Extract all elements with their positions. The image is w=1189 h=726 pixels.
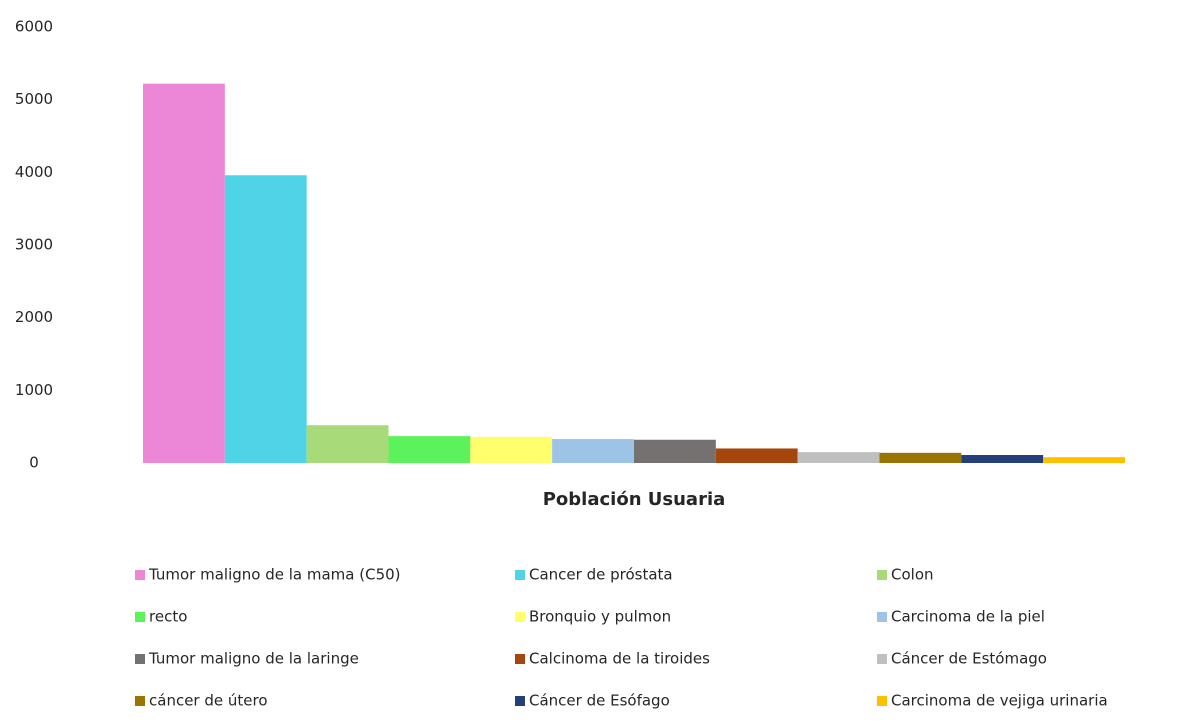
bar [797, 452, 880, 463]
bar [306, 425, 389, 463]
legend-label: Cáncer de Estómago [891, 650, 1047, 668]
x-category-label: Población Usuaria [543, 489, 726, 510]
legend-swatch [135, 570, 145, 580]
y-tick-label: 6000 [15, 18, 53, 36]
legend-label: cáncer de útero [149, 692, 268, 710]
legend-label: Carcinoma de vejiga urinaria [891, 692, 1108, 710]
y-tick-label: 3000 [15, 236, 53, 254]
y-tick-label: 2000 [15, 308, 53, 326]
bar [1043, 457, 1125, 463]
legend-label: Calcinoma de la tiroides [529, 650, 710, 668]
bar [634, 439, 716, 463]
legend-swatch [515, 654, 525, 664]
legend-label: recto [149, 608, 187, 626]
bar [552, 439, 634, 463]
legend-swatch [877, 696, 887, 706]
legend-swatch [877, 654, 887, 664]
bar [470, 436, 553, 463]
legend-swatch [877, 570, 887, 580]
legend-label: Cancer de próstata [529, 566, 673, 584]
bar [143, 83, 225, 464]
bar [715, 448, 798, 463]
legend-swatch [135, 696, 145, 706]
legend-swatch [877, 612, 887, 622]
legend-swatch [515, 696, 525, 706]
legend-swatch [515, 570, 525, 580]
y-tick-label: 1000 [15, 381, 53, 399]
bar [961, 455, 1044, 463]
legend-label: Carcinoma de la piel [891, 608, 1045, 626]
legend-swatch [515, 612, 525, 622]
bar [224, 175, 307, 464]
legend-label: Cáncer de Esófago [529, 692, 670, 710]
legend-swatch [135, 612, 145, 622]
legend-label: Colon [891, 566, 934, 584]
legend-label: Tumor maligno de la laringe [148, 650, 359, 668]
bar [879, 452, 962, 463]
legend-label: Tumor maligno de la mama (C50) [148, 566, 401, 584]
legend-label: Bronquio y pulmon [529, 608, 671, 626]
y-tick-label: 5000 [15, 90, 53, 108]
y-tick-label: 0 [29, 454, 39, 472]
legend-swatch [135, 654, 145, 664]
bar [388, 436, 471, 463]
y-tick-label: 4000 [15, 163, 53, 181]
